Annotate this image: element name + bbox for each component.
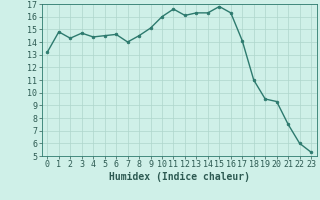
X-axis label: Humidex (Indice chaleur): Humidex (Indice chaleur) (109, 172, 250, 182)
